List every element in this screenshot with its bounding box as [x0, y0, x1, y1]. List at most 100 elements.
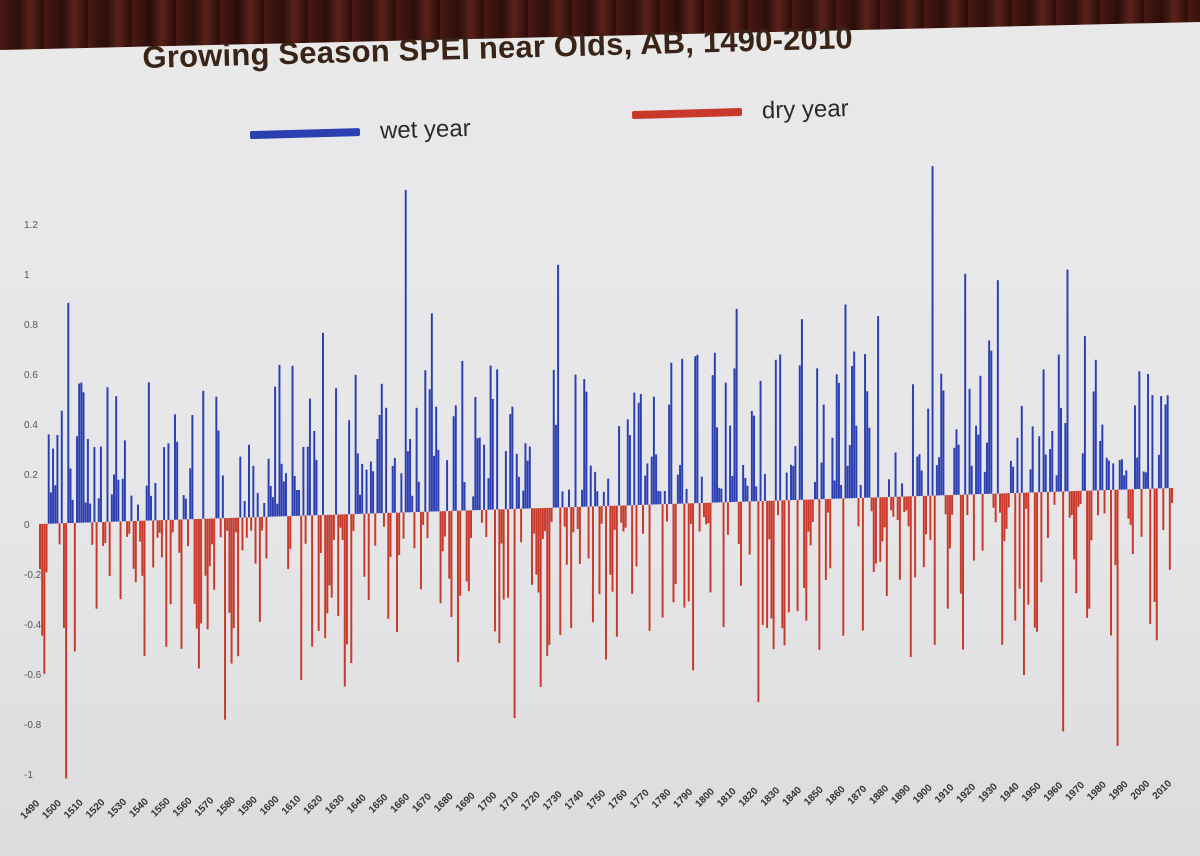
wet-year-bar: [369, 461, 372, 514]
dry-year-bar: [944, 495, 947, 515]
dry-year-bar: [224, 518, 227, 720]
wet-year-bar: [298, 490, 301, 516]
x-tick-label: 1520: [84, 797, 108, 821]
dry-year-bar: [572, 507, 575, 533]
wet-year-bar: [189, 468, 192, 520]
dry-year-bar: [448, 510, 451, 579]
dry-year-bar: [591, 506, 594, 623]
dry-year-bar: [803, 499, 806, 588]
wet-year-bar: [792, 465, 795, 501]
wet-year-bar: [130, 495, 133, 522]
x-tick-label: 1650: [367, 792, 391, 816]
dry-year-bar: [456, 510, 459, 663]
wet-year-bar: [49, 492, 52, 524]
wet-year-bar: [76, 436, 78, 523]
wet-year-bar: [1092, 391, 1095, 491]
wet-year-bar: [970, 465, 973, 495]
dry-year-bar: [341, 514, 344, 540]
dry-year-bar: [1088, 490, 1091, 609]
x-tick-label: 1860: [824, 784, 848, 808]
wet-year-bar: [733, 368, 736, 502]
wet-year-bar: [452, 416, 455, 511]
wet-year-bar: [820, 462, 823, 500]
dry-year-bar: [132, 521, 135, 569]
wet-year-bar: [335, 388, 338, 515]
dry-year-bar: [665, 504, 668, 522]
projection-screen: [0, 22, 1200, 856]
dry-year-bar: [374, 513, 377, 546]
wet-year-bar: [496, 369, 499, 510]
wet-year-bar: [409, 438, 412, 513]
dry-year-bar: [1090, 490, 1093, 541]
wet-year-bar: [163, 447, 166, 521]
wet-year-bar: [282, 481, 285, 517]
dry-year-bar: [328, 514, 331, 586]
wet-year-bar: [594, 471, 597, 507]
wet-year-bar: [657, 490, 660, 505]
dry-year-bar: [102, 521, 105, 546]
dry-year-bar: [737, 501, 740, 544]
dry-year-bar: [387, 512, 390, 619]
x-tick-label: 1660: [389, 792, 413, 816]
x-tick-label: 1730: [541, 789, 565, 813]
dry-year-bar: [104, 521, 107, 543]
dry-year-bar: [363, 513, 366, 577]
wet-year-bar: [851, 366, 853, 499]
dry-year-bar: [535, 508, 538, 575]
dry-year-bar: [563, 507, 566, 527]
wet-year-bar: [855, 425, 858, 499]
dry-year-bar: [108, 521, 111, 577]
x-tick-label: 1810: [715, 786, 739, 810]
wet-year-bar: [814, 481, 816, 500]
wet-year-bar: [964, 273, 967, 495]
dry-year-bar: [907, 496, 910, 527]
wet-year-bar: [731, 476, 734, 502]
x-tick-label: 1890: [889, 783, 913, 807]
dry-year-bar: [1070, 491, 1073, 516]
y-tick-label: -0.2: [24, 570, 42, 581]
wet-year-bar: [848, 445, 851, 499]
wet-year-bar: [955, 429, 958, 495]
dry-year-bar: [250, 517, 253, 531]
wet-year-bar: [988, 340, 991, 494]
wet-year-bar: [1105, 457, 1108, 491]
dry-year-bar: [324, 514, 327, 639]
dry-year-bar: [881, 497, 884, 542]
dry-year-bar: [337, 514, 340, 617]
dry-year-bar: [265, 516, 268, 559]
dry-year-bar: [41, 523, 44, 636]
dry-year-bar: [783, 500, 786, 646]
dry-year-bar: [219, 518, 222, 538]
dry-year-bar: [615, 505, 618, 637]
x-tick-label: 1790: [672, 787, 696, 811]
wet-year-bar: [1009, 460, 1012, 494]
wet-year-bar: [646, 463, 649, 505]
wet-year-bar: [121, 478, 124, 522]
dry-year-bar: [171, 519, 174, 533]
x-tick-label: 1940: [998, 781, 1022, 805]
dry-year-bar: [1027, 492, 1030, 605]
wet-year-bar: [1055, 475, 1058, 492]
dry-year-bar: [234, 517, 237, 533]
wet-year-bar: [202, 390, 205, 519]
dry-year-bar: [350, 514, 353, 664]
wet-year-bar: [93, 447, 96, 523]
dry-year-bar: [981, 494, 984, 551]
wet-year-bar: [302, 446, 305, 516]
wet-year-bar: [504, 451, 507, 510]
wet-year-bar: [935, 465, 938, 496]
wet-year-bar: [711, 375, 714, 503]
x-tick-label: 1690: [454, 790, 478, 814]
x-tick-label: 1710: [498, 790, 522, 814]
wet-year-bar: [136, 504, 139, 521]
dry-year-bar: [909, 496, 912, 658]
dry-year-bar: [635, 505, 638, 567]
dry-year-bar: [829, 498, 832, 569]
wet-year-bar: [97, 498, 100, 523]
wet-year-bar: [853, 351, 856, 499]
dry-year-bar: [951, 494, 954, 515]
wet-year-bar: [831, 437, 834, 499]
wet-year-bar: [602, 491, 605, 507]
wet-year-bar: [71, 499, 74, 523]
dry-year-bar: [1077, 490, 1080, 507]
